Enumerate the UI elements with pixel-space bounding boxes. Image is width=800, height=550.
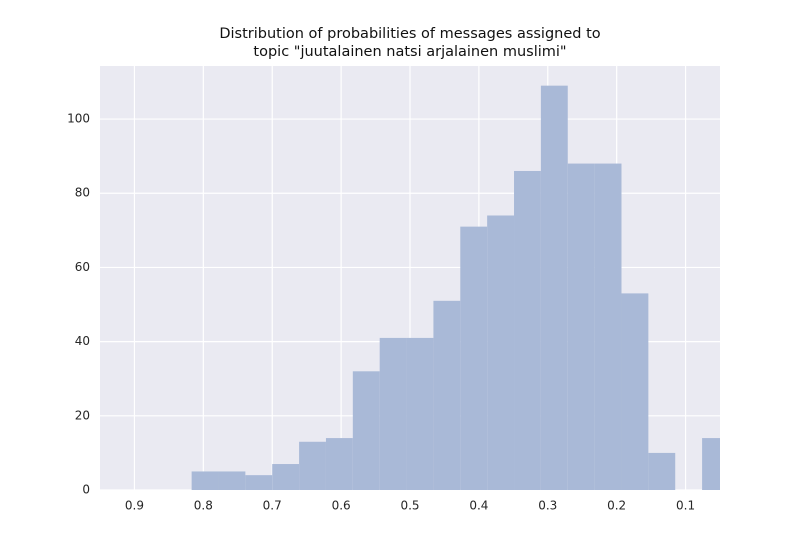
x-tick-label: 0.1 bbox=[676, 499, 695, 513]
bar bbox=[325, 438, 353, 490]
y-tick-label: 20 bbox=[75, 408, 90, 422]
y-tick-label: 60 bbox=[75, 260, 90, 274]
bar bbox=[460, 226, 488, 490]
y-tick-label: 40 bbox=[75, 334, 90, 348]
bar bbox=[594, 163, 622, 490]
bar bbox=[648, 452, 676, 490]
bar bbox=[352, 371, 380, 490]
x-tick-label: 0.8 bbox=[194, 499, 213, 513]
bar bbox=[487, 215, 515, 490]
x-tick-label: 0.5 bbox=[400, 499, 419, 513]
bar bbox=[191, 471, 219, 490]
x-tick-label: 0.4 bbox=[469, 499, 488, 513]
y-tick-label: 80 bbox=[75, 186, 90, 200]
chart-title: Distribution of probabilities of message… bbox=[219, 26, 600, 42]
y-tick-label: 100 bbox=[67, 112, 90, 126]
bar bbox=[272, 464, 300, 490]
x-tick-label: 0.3 bbox=[538, 499, 557, 513]
bar bbox=[433, 300, 461, 490]
bar bbox=[406, 337, 434, 490]
bar bbox=[245, 475, 273, 490]
bar bbox=[514, 170, 541, 490]
bar bbox=[540, 85, 568, 490]
bar bbox=[218, 471, 246, 490]
x-tick-label: 0.7 bbox=[263, 499, 282, 513]
bar bbox=[702, 438, 720, 490]
bar bbox=[379, 337, 407, 490]
y-tick-label: 0 bbox=[82, 483, 90, 497]
bars bbox=[191, 85, 720, 490]
chart-title: topic "juutalainen natsi arjalainen musl… bbox=[253, 44, 566, 60]
x-tick-label: 0.2 bbox=[607, 499, 626, 513]
x-tick-label: 0.9 bbox=[125, 499, 144, 513]
bar bbox=[567, 163, 595, 490]
bar bbox=[299, 441, 326, 490]
bar bbox=[621, 293, 649, 490]
x-tick-label: 0.6 bbox=[332, 499, 351, 513]
